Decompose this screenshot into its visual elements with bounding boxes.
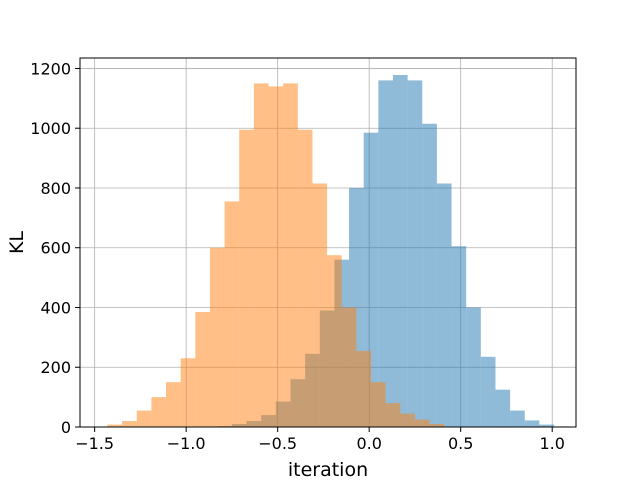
x-tick-label: 0.0 — [356, 434, 381, 453]
histogram-bar-series-1 — [480, 356, 496, 427]
histogram-bar-series-1 — [436, 183, 452, 427]
y-tick-label: 600 — [40, 239, 71, 258]
histogram-bar-series-1 — [407, 80, 423, 427]
y-tick-label: 200 — [40, 358, 71, 377]
histogram-bar-series-2 — [136, 410, 152, 427]
histogram-bar-series-2 — [239, 129, 254, 427]
histogram-bar-series-2 — [371, 382, 386, 427]
histogram-bar-series-1 — [524, 420, 540, 427]
histogram-bar-series-1 — [495, 389, 511, 427]
x-tick-label: −0.5 — [258, 434, 297, 453]
histogram-bar-series-2 — [327, 255, 342, 427]
histogram-bar-series-2 — [253, 83, 269, 427]
histogram-bar-series-2 — [151, 397, 167, 427]
histogram-bar-series-2 — [180, 358, 196, 427]
y-tick-label: 400 — [40, 298, 71, 317]
histogram-bar-series-2 — [356, 350, 372, 427]
y-axis-label: KL — [6, 231, 28, 254]
histogram-bar-series-1 — [451, 246, 467, 427]
histogram-bar-series-2 — [312, 183, 328, 427]
histogram-bar-series-2 — [385, 403, 401, 427]
histogram-bar-series-1 — [392, 75, 408, 428]
histogram-bar-series-2 — [429, 424, 445, 427]
ticks: −1.5 −1.0 −0.5 0.0 0.5 1.0 0 200 400 600 800 1000 12… — [30, 59, 565, 453]
histogram-bar-series-1 — [539, 424, 555, 427]
plot-frame — [79, 57, 577, 428]
y-tick-label: 800 — [40, 179, 71, 198]
histogram-bar-series-2 — [195, 311, 210, 427]
histogram-bar-series-2 — [297, 129, 313, 427]
histogram-bar-series-2 — [400, 413, 415, 427]
histogram-bar-series-1 — [510, 410, 525, 427]
bars — [107, 75, 569, 428]
x-tick-label: 0.5 — [448, 434, 473, 453]
x-tick-label: 1.0 — [539, 434, 564, 453]
histogram-bar-series-2 — [268, 86, 284, 427]
histogram-bar-series-1 — [378, 80, 393, 427]
histogram-bar-series-1 — [466, 307, 481, 427]
y-tick-label: 1200 — [30, 59, 71, 78]
y-tick-label: 0 — [61, 418, 71, 437]
x-axis-label: iteration — [288, 459, 368, 480]
histogram-bar-series-2 — [224, 201, 240, 427]
y-tick-label: 1000 — [30, 119, 71, 138]
histogram-bar-series-2 — [414, 419, 430, 427]
x-tick-label: −1.0 — [167, 434, 206, 453]
x-tick-label: −1.5 — [75, 434, 114, 453]
histogram-bar-series-2 — [209, 247, 225, 427]
histogram-bar-series-2 — [341, 307, 357, 427]
histogram-bar-series-2 — [122, 421, 137, 427]
histogram-bar-series-2 — [166, 382, 181, 427]
histogram-bar-series-2 — [283, 83, 298, 427]
histogram-bar-series-1 — [422, 123, 437, 428]
histogram-bar-series-2 — [107, 424, 123, 427]
